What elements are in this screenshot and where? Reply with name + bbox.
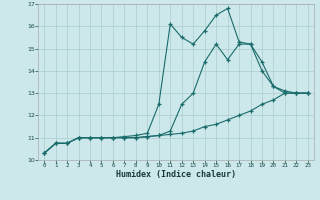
X-axis label: Humidex (Indice chaleur): Humidex (Indice chaleur)	[116, 170, 236, 179]
